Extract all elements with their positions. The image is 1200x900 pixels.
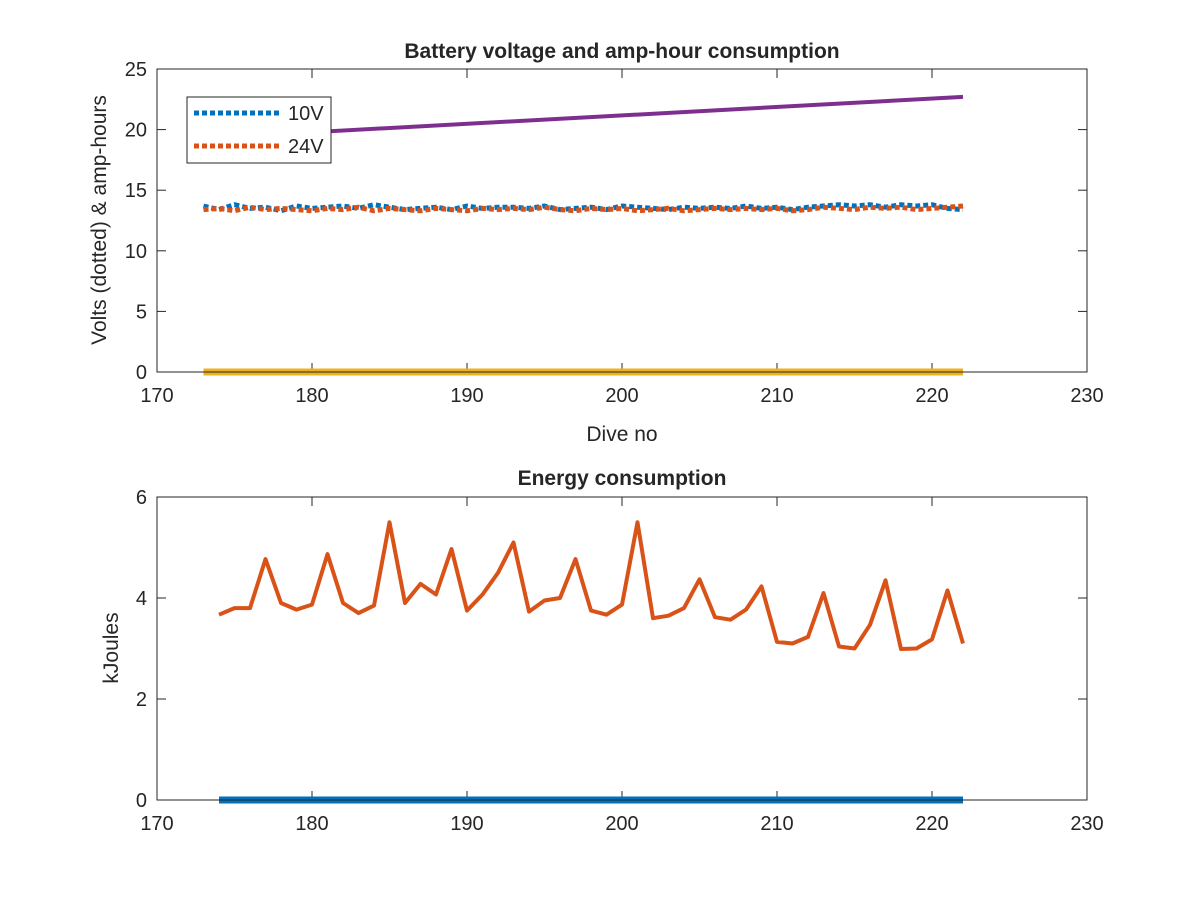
y-tick-label: 2 (136, 689, 147, 711)
x-tick-label: 200 (605, 385, 638, 407)
chart-title: Battery voltage and amp-hour consumption (404, 40, 839, 63)
y-tick-label: 20 (125, 120, 147, 142)
voltage-subplot: 170 180 190 200 210 220 230 0 5 10 15 20 25 Battery… (88, 40, 1104, 446)
x-tick-labels: 170 180 190 200 210 220 230 (140, 497, 1104, 835)
y-tick-label: 0 (136, 790, 147, 812)
x-tick-label: 230 (1070, 813, 1103, 835)
x-tick-label: 200 (605, 813, 638, 835)
x-tick-label: 220 (915, 813, 948, 835)
y-tick-label: 10 (125, 241, 147, 263)
x-tick-label: 170 (140, 385, 173, 407)
y-tick-label: 6 (136, 487, 147, 509)
y-tick-label: 0 (136, 362, 147, 384)
x-tick-label: 180 (295, 813, 328, 835)
chart-title: Energy consumption (518, 467, 727, 490)
y-tick-label: 25 (125, 59, 147, 81)
x-tick-label: 230 (1070, 385, 1103, 407)
x-tick-label: 210 (760, 813, 793, 835)
energy-subplot: 170 180 190 200 210 220 230 0 2 4 6 Energy consum… (100, 467, 1104, 835)
series-line-10v (202, 202, 964, 214)
x-tick-label: 220 (915, 385, 948, 407)
legend: 10V 24V (186, 96, 332, 164)
x-tick-label: 170 (140, 813, 173, 835)
legend-label-10v: 10V (288, 103, 324, 125)
y-axis-label: Volts (dotted) & amp-hours (88, 95, 111, 345)
x-axis-label: Dive no (586, 423, 657, 446)
axes-box (156, 68, 1088, 373)
x-tick-label: 210 (760, 385, 793, 407)
legend-box (186, 96, 332, 164)
plot-area (157, 497, 1087, 800)
series-line-1-0 (218, 520, 965, 651)
x-tick-label: 190 (450, 813, 483, 835)
y-axis-label: kJoules (100, 612, 123, 683)
axes-box (156, 496, 1088, 801)
y-tick-label: 4 (136, 588, 147, 610)
y-tick-labels: 0 5 10 15 20 25 (125, 59, 1087, 384)
legend-label-24v: 24V (288, 136, 324, 158)
y-tick-label: 15 (125, 180, 147, 202)
x-tick-label: 190 (450, 385, 483, 407)
x-tick-labels: 170 180 190 200 210 220 230 (140, 69, 1104, 407)
x-tick-label: 180 (295, 385, 328, 407)
y-tick-label: 5 (136, 301, 147, 323)
